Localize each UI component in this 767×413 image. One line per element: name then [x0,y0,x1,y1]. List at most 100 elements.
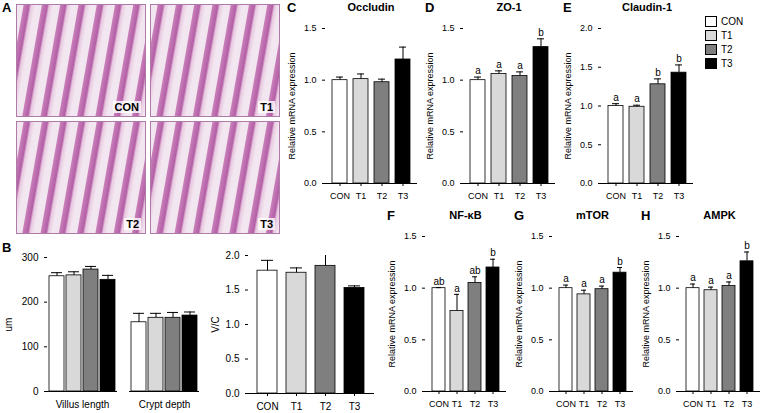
svg-text:0.0: 0.0 [304,178,317,188]
svg-text:CON: CON [606,191,626,201]
svg-text:T2: T2 [724,399,735,409]
svg-text:a: a [517,60,523,71]
svg-text:0.5: 0.5 [580,140,593,150]
svg-text:T3: T3 [615,399,626,409]
svg-text:T3: T3 [536,191,547,201]
svg-text:1.5: 1.5 [658,231,671,241]
svg-text:1.5: 1.5 [304,23,317,33]
svg-text:T3: T3 [398,191,409,201]
svg-text:0.0: 0.0 [442,178,455,188]
svg-text:T2: T2 [377,191,388,201]
html-text:ZO-1: ZO-1 [496,1,522,13]
svg-text:1.5: 1.5 [580,62,593,72]
html-text:T2: T2 [126,218,139,230]
svg-text:Relative mRNA expression: Relative mRNA expression [287,52,297,159]
html-text:T1: T1 [260,101,273,113]
svg-text:a: a [613,92,619,103]
svg-text:Crypt depth: Crypt depth [139,399,191,410]
svg-text:ab: ab [433,276,445,287]
svg-text:a: a [563,273,569,284]
svg-text:T1: T1 [632,191,643,201]
svg-text:CON: CON [429,399,449,409]
svg-text:0: 0 [33,386,39,397]
svg-text:a: a [708,275,714,286]
svg-text:Relative mRNA expression: Relative mRNA expression [563,52,573,159]
svg-text:Relative mRNA expression: Relative mRNA expression [387,260,397,367]
svg-text:CON: CON [330,191,350,201]
svg-text:T1: T1 [356,191,367,201]
svg-text:1.5: 1.5 [226,284,240,295]
svg-text:1.5: 1.5 [442,23,455,33]
svg-text:b: b [655,67,661,78]
svg-text:1.0: 1.0 [580,101,593,111]
svg-text:b: b [617,256,623,267]
svg-text:0.0: 0.0 [658,386,671,396]
svg-text:CON: CON [256,401,278,412]
html-text:CON: CON [114,101,139,113]
svg-text:2.0: 2.0 [226,250,240,261]
svg-text:0.0: 0.0 [404,386,417,396]
svg-text:T3: T3 [488,399,499,409]
svg-text:T2: T2 [597,399,608,409]
svg-text:0.5: 0.5 [304,127,317,137]
svg-text:Villus length: Villus length [56,399,110,410]
svg-text:T1: T1 [291,401,303,412]
svg-text:CON: CON [556,399,576,409]
svg-text:T3: T3 [674,191,685,201]
svg-text:1.0: 1.0 [658,283,671,293]
svg-text:0.5: 0.5 [442,127,455,137]
svg-text:ab: ab [469,265,481,276]
svg-text:0.5: 0.5 [531,335,544,345]
svg-text:T1: T1 [452,399,463,409]
svg-text:T2: T2 [653,191,664,201]
svg-text:Relative mRNA expression: Relative mRNA expression [425,52,435,159]
svg-text:a: a [726,270,732,281]
svg-text:CON: CON [468,191,488,201]
svg-text:1.0: 1.0 [226,319,240,330]
svg-text:0.0: 0.0 [580,178,593,188]
svg-text:1.5: 1.5 [531,231,544,241]
svg-text:V/C: V/C [210,316,221,333]
svg-text:1.0: 1.0 [404,283,417,293]
svg-text:T3: T3 [349,401,361,412]
svg-text:300: 300 [22,252,39,263]
svg-text:b: b [538,27,544,38]
svg-text:T3: T3 [742,399,753,409]
svg-text:b: b [744,240,750,251]
svg-text:1.0: 1.0 [531,283,544,293]
svg-text:CON: CON [683,399,703,409]
html-text:Occludin: Occludin [347,1,395,13]
svg-text:a: a [599,274,605,285]
svg-text:b: b [490,247,496,258]
svg-text:100: 100 [22,341,39,352]
svg-text:200: 200 [22,296,39,307]
svg-text:0.5: 0.5 [658,335,671,345]
svg-text:a: a [454,283,460,294]
svg-text:um: um [3,318,14,332]
svg-text:0.5: 0.5 [404,335,417,345]
svg-text:1.5: 1.5 [404,231,417,241]
svg-text:0.5: 0.5 [226,353,240,364]
svg-text:a: a [475,65,481,76]
svg-text:a: a [690,272,696,283]
svg-text:1.0: 1.0 [304,75,317,85]
svg-text:1.0: 1.0 [442,75,455,85]
svg-text:Relative mRNA expression: Relative mRNA expression [514,260,524,367]
html-text:Claudin-1: Claudin-1 [621,1,673,13]
svg-text:T2: T2 [320,401,332,412]
html-text:NF-κB: NF-κB [449,209,482,221]
svg-text:a: a [634,93,640,104]
svg-text:2.0: 2.0 [580,23,593,33]
svg-text:T2: T2 [515,191,526,201]
svg-text:a: a [496,59,502,70]
svg-text:Relative mRNA expression: Relative mRNA expression [641,260,651,367]
svg-text:a: a [581,278,587,289]
svg-text:T1: T1 [579,399,590,409]
html-text:T3: T3 [260,218,273,230]
svg-text:0.0: 0.0 [226,388,240,399]
svg-text:T2: T2 [470,399,481,409]
svg-text:T1: T1 [706,399,717,409]
svg-text:T1: T1 [494,191,505,201]
svg-text:b: b [676,53,682,64]
svg-text:0.0: 0.0 [531,386,544,396]
